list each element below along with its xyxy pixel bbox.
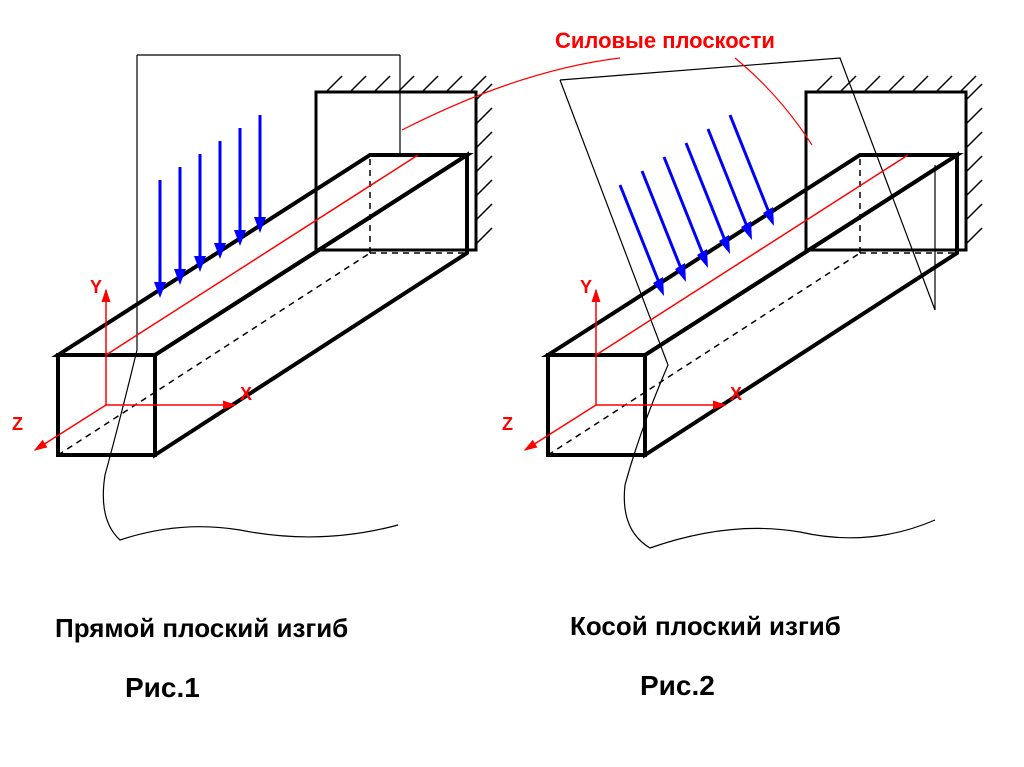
- beam-2-hidden: [548, 155, 957, 455]
- axis-x-label-1: X: [240, 384, 252, 404]
- axis-x-label-2: X: [730, 384, 742, 404]
- axes-2: [525, 290, 725, 450]
- top-title: Силовые плоскости: [555, 28, 775, 54]
- fig2-caption: Косой плоский изгиб: [570, 611, 841, 642]
- load-arrows-1: [154, 115, 266, 298]
- load-arrows-2: [620, 115, 774, 296]
- figure-1: Y X Z: [12, 55, 620, 540]
- axis-z-long-2: [596, 155, 908, 355]
- axis-z-label-1: Z: [12, 414, 23, 434]
- fig2-number: Рис.2: [640, 670, 715, 702]
- beam-1-hidden: [58, 155, 467, 455]
- axis-z-long-1: [106, 155, 418, 355]
- axis-y-label-2: Y: [580, 277, 592, 297]
- axis-z-label-2: Z: [502, 414, 513, 434]
- figure-2: Y X Z: [502, 58, 982, 548]
- leader-1: [402, 58, 620, 130]
- axis-y-label-1: Y: [90, 277, 102, 297]
- axes-1: [35, 290, 235, 450]
- diagram-canvas: Y X Z: [0, 0, 1024, 767]
- leader-2: [735, 58, 812, 145]
- beam-1: [58, 155, 467, 455]
- fig1-number: Рис.1: [125, 672, 200, 704]
- fig1-caption: Прямой плоский изгиб: [55, 613, 348, 644]
- beam-2: [548, 155, 957, 455]
